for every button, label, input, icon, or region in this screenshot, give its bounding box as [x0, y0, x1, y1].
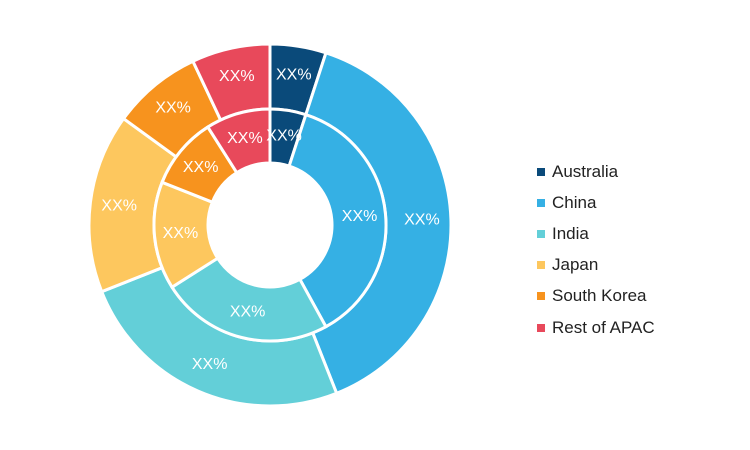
legend-swatch — [537, 261, 545, 270]
legend-item-india: India — [537, 218, 655, 249]
outer-label-australia: XX% — [276, 66, 312, 83]
legend: Australia China India Japan South Korea Rest … — [537, 156, 655, 343]
legend-item-rest-of-apac: Rest of APAC — [537, 312, 655, 343]
inner-label-australia: XX% — [266, 128, 302, 145]
inner-label-south-korea: XX% — [183, 159, 219, 176]
legend-swatch — [537, 167, 545, 176]
outer-label-japan: XX% — [101, 197, 137, 214]
legend-label: Australia — [552, 161, 619, 181]
inner-slice-rest-of-apac — [205, 107, 272, 175]
legend-label: Japan — [552, 255, 599, 275]
slice-labels: XX%XX%XX%XX%XX%XX%XX%XX%XX%XX%XX%XX% — [101, 66, 439, 373]
legend-swatch — [537, 198, 545, 207]
legend-label: India — [552, 223, 589, 243]
legend-label: China — [552, 192, 597, 212]
outer-label-south-korea: XX% — [155, 99, 191, 116]
outer-label-india: XX% — [192, 356, 228, 373]
legend-label: Rest of APAC — [552, 317, 655, 337]
outer-ring — [87, 42, 453, 408]
inner-slice-india — [169, 256, 328, 343]
inner-label-japan: XX% — [163, 225, 199, 242]
outer-label-china: XX% — [404, 212, 440, 229]
outer-label-rest-of-apac: XX% — [219, 68, 255, 85]
legend-label: South Korea — [552, 286, 647, 306]
legend-swatch — [537, 323, 545, 332]
legend-item-south-korea: South Korea — [537, 281, 655, 312]
inner-slice-china — [287, 112, 388, 329]
inner-label-rest-of-apac: XX% — [227, 130, 263, 147]
inner-ring — [152, 107, 388, 343]
legend-swatch — [537, 229, 545, 238]
legend-swatch — [537, 292, 545, 301]
inner-label-india: XX% — [230, 304, 266, 321]
legend-item-china: China — [537, 187, 655, 218]
inner-label-china: XX% — [342, 208, 378, 225]
legend-item-japan: Japan — [537, 250, 655, 281]
legend-item-australia: Australia — [537, 156, 655, 187]
